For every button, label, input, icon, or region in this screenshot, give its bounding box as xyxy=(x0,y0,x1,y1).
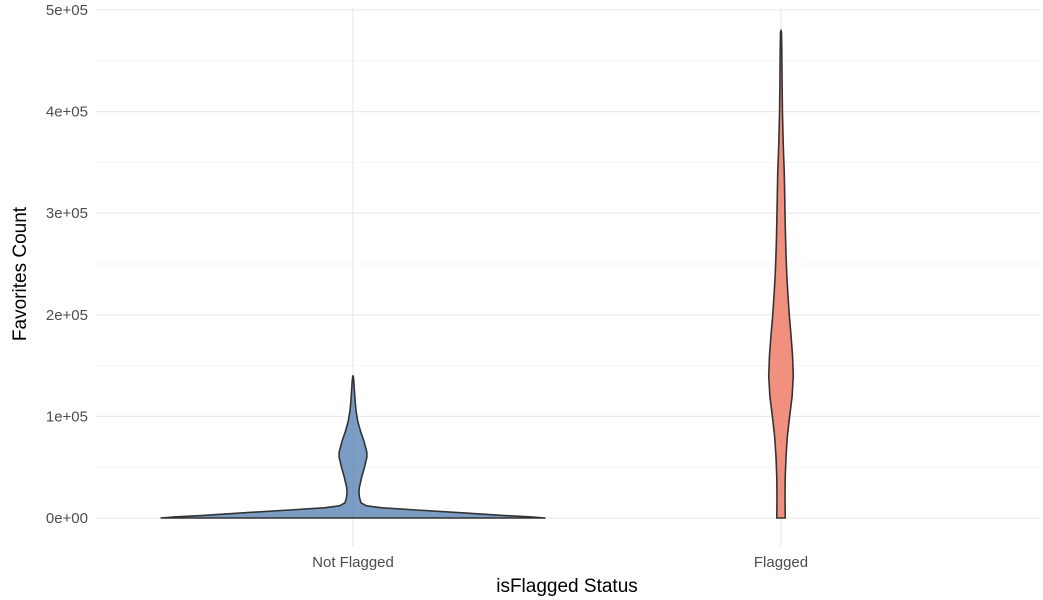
violins xyxy=(160,29,795,519)
violin-not-flagged xyxy=(160,374,546,519)
y-tick-label: 4e+05 xyxy=(46,104,88,121)
y-tick-label: 5e+05 xyxy=(46,2,88,19)
y-tick-label: 3e+05 xyxy=(46,205,88,222)
x-axis-ticks: Not Flagged Flagged xyxy=(312,554,808,571)
y-tick-label: 1e+05 xyxy=(46,408,88,425)
x-axis-title: isFlagged Status xyxy=(496,576,638,597)
y-tick-label: 2e+05 xyxy=(46,307,88,324)
y-axis-ticks: 0e+00 1e+05 2e+05 3e+05 4e+05 5e+05 xyxy=(46,2,88,527)
y-tick-label: 0e+00 xyxy=(46,510,88,527)
violin-flagged xyxy=(767,29,795,519)
y-axis-title: Favorites Count xyxy=(10,206,31,341)
x-tick-label: Flagged xyxy=(754,554,808,571)
x-tick-label: Not Flagged xyxy=(312,554,394,571)
grid xyxy=(96,8,1040,546)
